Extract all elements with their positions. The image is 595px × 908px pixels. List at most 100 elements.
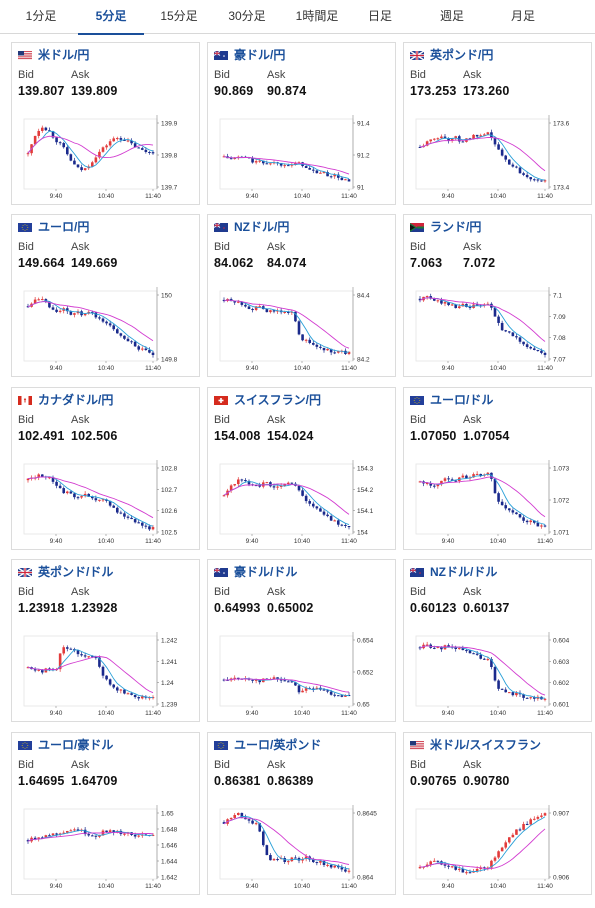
candle-body: [62, 143, 66, 148]
candle-body: [347, 870, 351, 872]
pair-name[interactable]: ユーロ/英ポンド: [234, 738, 322, 752]
candle-body: [258, 306, 262, 308]
rate-card[interactable]: 豪ドル/円 Bid Ask 90.869 90.874 91.4 91.2 91 9:40 10:…: [207, 42, 396, 205]
candle-body: [319, 172, 322, 174]
ask-value: 0.90780: [463, 774, 510, 788]
ask-label: Ask: [71, 759, 90, 771]
rate-card[interactable]: 英ポンド/ドル Bid Ask 1.23918 1.23928 1.242 1.241 1.2…: [11, 559, 200, 722]
pair-name[interactable]: NZドル/ドル: [430, 565, 498, 579]
pair-name[interactable]: 豪ドル/円: [234, 48, 286, 62]
candlestick-chart[interactable]: 0.654 0.652 0.65 9:40 10:40 11:40: [208, 624, 397, 723]
candlestick-chart[interactable]: 0.604 0.603 0.602 0.601 9:40 10:40 11:40: [404, 624, 593, 723]
rate-card[interactable]: スイスフラン/円 Bid Ask 154.008 154.024 154.3 154.2 15…: [207, 387, 396, 550]
pair-name[interactable]: スイスフラン/円: [234, 393, 321, 407]
candlestick-chart[interactable]: 1.65 1.648 1.646 1.644 1.642 9:40 10:40 11:40: [12, 797, 201, 896]
x-tick-label: 9:40: [50, 710, 63, 717]
candlestick-chart[interactable]: 0.8645 0.864 9:40 10:40 11:40: [208, 797, 397, 896]
pair-name[interactable]: ユーロ/円: [38, 220, 90, 234]
rate-card[interactable]: ユーロ/ドル Bid Ask 1.07050 1.07054 1.073 1.072 1.07…: [403, 387, 592, 550]
rate-card[interactable]: NZドル/円 Bid Ask 84.062 84.074 84.4 84.2 9:40 10:4…: [207, 214, 396, 377]
candle-body: [69, 491, 73, 494]
candlestick-chart[interactable]: 150 149.8 9:40 10:40 11:40: [12, 279, 201, 378]
candlestick-chart[interactable]: 139.9 139.8 139.7 9:40 10:40 11:40: [12, 107, 201, 206]
candle-body: [236, 677, 240, 679]
candlestick-chart[interactable]: 1.073 1.072 1.071 9:40 10:40 11:40: [404, 452, 593, 551]
rate-card[interactable]: 英ポンド/円 Bid Ask 173.253 173.260 173.6 173.4 9:40…: [403, 42, 592, 205]
candlestick-chart[interactable]: 0.907 0.906 9:40 10:40 11:40: [404, 797, 593, 896]
rate-card[interactable]: ランド/円 Bid Ask 7.063 7.072 7.1 7.09 7.08 7.07 9:40…: [403, 214, 592, 377]
candle-body: [493, 857, 497, 861]
pair-name[interactable]: NZドル/円: [234, 220, 290, 234]
candlestick-chart[interactable]: 173.6 173.4 9:40 10:40 11:40: [404, 107, 593, 206]
pair-name[interactable]: 英ポンド/円: [430, 48, 494, 62]
candlestick-chart[interactable]: 102.8 102.7 102.6 102.5 9:40 10:40 11:40: [12, 452, 201, 551]
candle-body: [101, 499, 105, 501]
candlestick-chart[interactable]: 7.1 7.09 7.08 7.07 9:40 10:40 11:40: [404, 279, 593, 378]
rate-card[interactable]: カナダドル/円 Bid Ask 102.491 102.506 102.8 102.7 102…: [11, 387, 200, 550]
candle-body: [108, 323, 112, 326]
ask-value: 84.074: [267, 256, 307, 270]
candle-body: [304, 339, 308, 341]
candle-body: [436, 300, 440, 302]
candle-body: [529, 346, 533, 349]
rate-card[interactable]: NZドル/ドル Bid Ask 0.60123 0.60137 0.604 0.603 0.6…: [403, 559, 592, 722]
candle-body: [507, 837, 511, 843]
candle-body: [443, 478, 447, 481]
tab-1[interactable]: 1分足: [25, 9, 57, 23]
candle-body: [304, 166, 308, 169]
tab-5[interactable]: 1時間足: [295, 9, 339, 23]
candle-body: [522, 823, 525, 830]
x-tick-label: 10:40: [490, 883, 507, 890]
rate-card[interactable]: 豪ドル/ドル Bid Ask 0.64993 0.65002 0.654 0.652 0.65…: [207, 559, 396, 722]
bid-label: Bid: [410, 241, 426, 253]
pair-name[interactable]: 英ポンド/ドル: [38, 565, 114, 579]
candle-body: [418, 866, 422, 869]
ask-value: 0.65002: [267, 601, 314, 615]
rate-card[interactable]: ユーロ/円 Bid Ask 149.664 149.669 150 149.8 9:40 10:…: [11, 214, 200, 377]
tab-6[interactable]: 日足: [367, 9, 392, 23]
pair-name[interactable]: 米ドル/円: [38, 48, 90, 62]
ask-label: Ask: [267, 241, 286, 253]
pair-name[interactable]: 豪ドル/ドル: [234, 565, 298, 579]
ma-short-line: [27, 649, 153, 698]
y-tick-label: 149.8: [161, 357, 178, 364]
pair-name[interactable]: ランド/円: [430, 220, 482, 234]
candle-body: [543, 525, 547, 527]
x-tick-label: 10:40: [98, 538, 115, 545]
y-tick-label: 0.65: [357, 702, 370, 709]
tab-4[interactable]: 30分足: [228, 9, 266, 23]
candle-body: [418, 481, 422, 483]
tab-3[interactable]: 15分足: [160, 9, 198, 23]
candle-body: [254, 679, 258, 681]
candlestick-chart[interactable]: 84.4 84.2 9:40 10:40 11:40: [208, 279, 397, 378]
candlestick-chart[interactable]: 154.3 154.2 154.1 154 9:40 10:40 11:40: [208, 452, 397, 551]
rate-card[interactable]: ユーロ/英ポンド Bid Ask 0.86381 0.86389 0.8645 0.864 9…: [207, 732, 396, 895]
candle-body: [297, 321, 301, 335]
candle-body: [148, 350, 151, 353]
pair-name[interactable]: カナダドル/円: [38, 393, 114, 407]
candle-body: [344, 525, 347, 527]
candle-body: [62, 647, 66, 654]
candle-body: [48, 668, 51, 670]
pair-name[interactable]: ユーロ/豪ドル: [38, 738, 114, 752]
pair-name[interactable]: 米ドル/スイスフラン: [430, 738, 541, 752]
candle-body: [69, 648, 73, 650]
pair-name[interactable]: ユーロ/ドル: [430, 393, 494, 407]
candlestick-chart[interactable]: 1.242 1.241 1.24 1.239 9:40 10:40 11:40: [12, 624, 201, 723]
candle-body: [440, 300, 443, 304]
tab-8[interactable]: 月足: [510, 9, 535, 23]
candle-body: [90, 162, 94, 167]
candle-body: [83, 493, 87, 497]
rate-card[interactable]: 米ドル/円 Bid Ask 139.807 139.809 139.9 139.8 139.7…: [11, 42, 200, 205]
candle-body: [493, 307, 497, 317]
candle-body: [283, 311, 287, 313]
rate-card[interactable]: 米ドル/スイスフラン Bid Ask 0.90765 0.90780 0.907 0.906…: [403, 732, 592, 895]
tab-7[interactable]: 週足: [439, 9, 464, 23]
candle-body: [297, 685, 301, 693]
candlestick-chart[interactable]: 91.4 91.2 91 9:40 10:40 11:40: [208, 107, 397, 206]
bid-value: 139.807: [18, 84, 65, 98]
tab-2[interactable]: 5分足: [78, 0, 144, 35]
rate-card[interactable]: ユーロ/豪ドル Bid Ask 1.64695 1.64709 1.65 1.648 1.64…: [11, 732, 200, 895]
candle-body: [429, 861, 433, 865]
x-tick-label: 9:40: [442, 710, 455, 717]
